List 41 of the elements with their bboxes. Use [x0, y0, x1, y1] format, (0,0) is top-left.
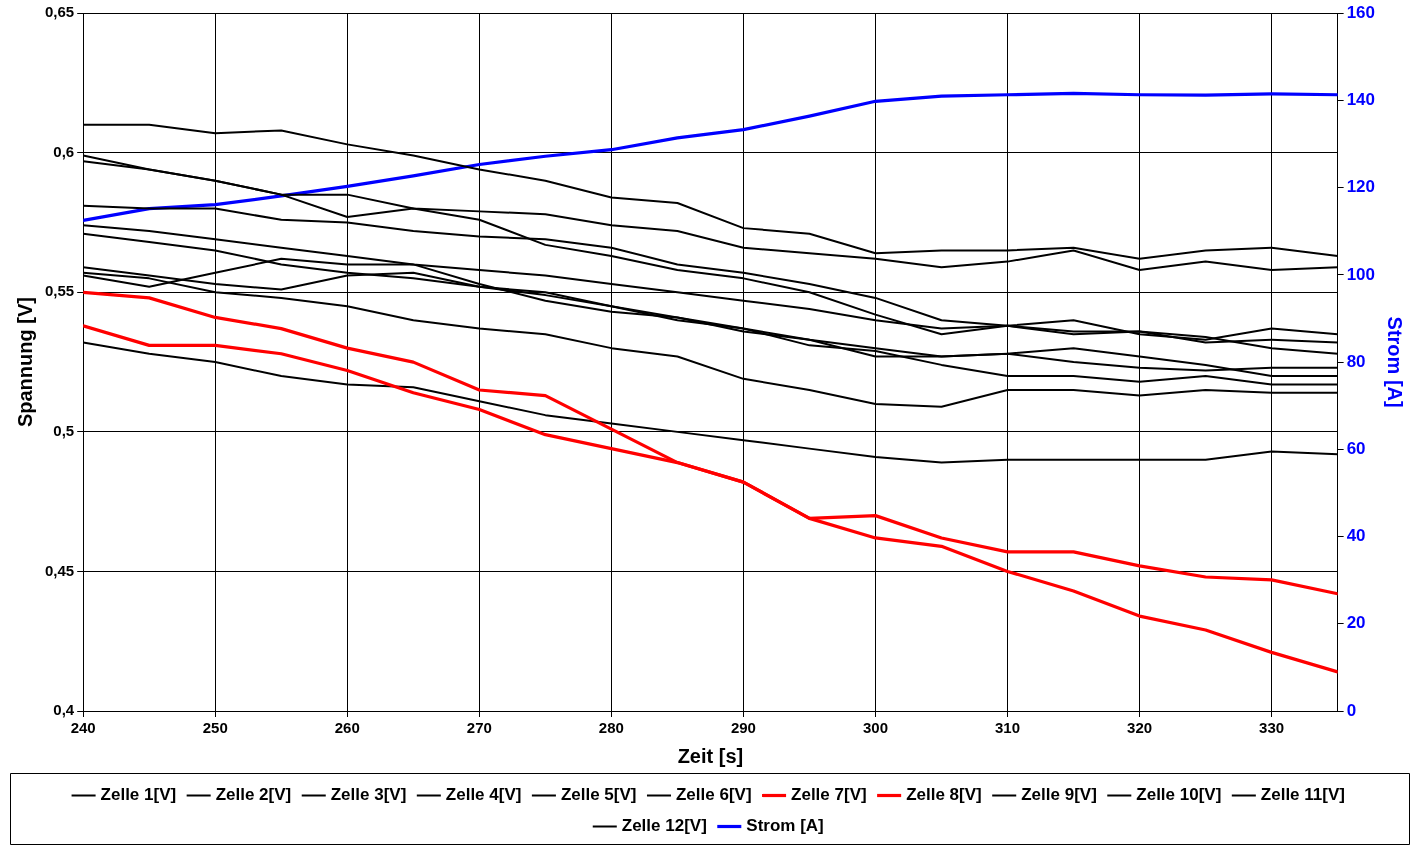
x-tick-label: 260 — [334, 719, 360, 737]
legend-label: Zelle 12[V] — [621, 816, 707, 836]
y2-tick-label: 0 — [1346, 700, 1357, 720]
x-tick-label: 280 — [598, 719, 624, 737]
x-tick-label: 320 — [1127, 719, 1153, 737]
legend-label: Zelle 6[V] — [675, 785, 752, 805]
x-tick-label: 310 — [995, 719, 1021, 737]
y2-tick-label: 80 — [1346, 351, 1366, 371]
y-tick-label: 0,4 — [53, 701, 75, 719]
x-tick-label: 330 — [1259, 719, 1285, 737]
legend-label: Zelle 10[V] — [1136, 785, 1222, 805]
legend-label: Zelle 2[V] — [215, 785, 292, 805]
x-axis-title: Zeit [s] — [677, 744, 744, 767]
y-tick-label: 0,65 — [44, 3, 75, 21]
x-tick-label: 290 — [730, 719, 756, 737]
legend-label: Zelle 11[V] — [1260, 785, 1345, 805]
y2-tick-label: 120 — [1346, 177, 1376, 197]
legend-label: Zelle 9[V] — [1021, 785, 1097, 805]
legend-label: Zelle 4[V] — [445, 785, 522, 805]
y-tick-label: 0,5 — [53, 422, 75, 440]
x-tick-label: 250 — [202, 719, 228, 737]
y2-tick-label: 20 — [1346, 613, 1366, 633]
y-tick-label: 0,45 — [44, 561, 75, 579]
legend-label: Zelle 7[V] — [791, 785, 867, 805]
y2-tick-label: 40 — [1346, 526, 1366, 546]
y2-tick-label: 160 — [1346, 2, 1376, 22]
y2-tick-label: 140 — [1346, 90, 1376, 110]
legend-label: Zelle 3[V] — [330, 785, 407, 805]
legend-label: Zelle 8[V] — [906, 785, 982, 805]
legend-label: Zelle 5[V] — [560, 785, 637, 805]
y-tick-label: 0,55 — [44, 282, 75, 300]
x-tick-label: 240 — [70, 719, 96, 737]
x-tick-label: 270 — [466, 719, 492, 737]
y-tick-label: 0,6 — [53, 142, 75, 160]
y2-tick-label: 100 — [1346, 264, 1376, 284]
y2-tick-label: 60 — [1346, 439, 1366, 459]
legend-label: Strom [A] — [746, 816, 824, 836]
y2-axis-title: Strom [A] — [1384, 316, 1407, 408]
y-axis-title: Spannung [V] — [13, 297, 36, 428]
x-tick-label: 300 — [862, 719, 888, 737]
legend-label: Zelle 1[V] — [100, 785, 177, 805]
